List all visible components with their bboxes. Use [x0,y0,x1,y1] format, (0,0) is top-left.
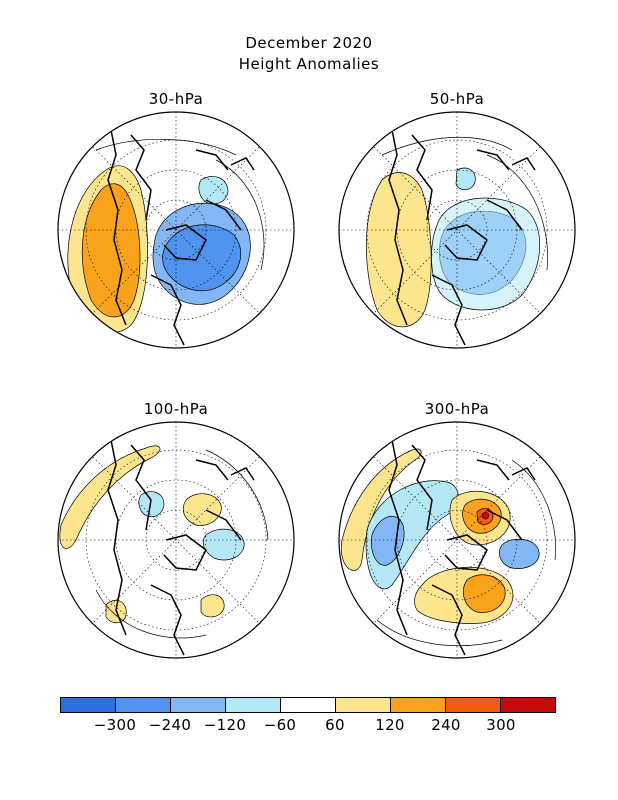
colorbar-segment [226,698,281,712]
panel-label-30hpa: 30-hPa [148,90,204,108]
negative-anomaly-region [202,528,245,561]
colorbar-tick-label: −300 [93,716,137,734]
colorbar-tick-label: −60 [263,716,297,734]
map-panel-50hpa: 50-hPa [337,90,577,362]
extreme-positive-anomaly-core [481,512,490,520]
colorbar-segment [446,698,501,712]
positive-anomaly-region [340,448,422,571]
positive-anomaly-region [366,172,432,328]
weak-negative-anomaly-region [431,197,541,311]
positive-anomaly-region [59,445,161,549]
colorbar-tick-label: 300 [486,716,516,734]
colorbar-segment [61,698,116,712]
polar-map-30hpa [57,111,295,349]
polar-map-300hpa [338,421,576,659]
chart-subtitle: Height Anomalies [238,55,380,73]
strong-negative-anomaly-region [162,224,242,291]
colorbar-segment [501,698,555,712]
polar-map-100hpa [57,421,295,659]
panel-label-100hpa: 100-hPa [143,400,209,418]
map-panel-30hpa: 30-hPa [56,90,296,362]
colorbar-segment [116,698,171,712]
weak-negative-anomaly-region [455,167,476,191]
negative-anomaly-region [138,491,165,518]
colorbar-tick-label: 240 [431,716,461,734]
colorbar-segment [281,698,336,712]
positive-anomaly-region [200,594,225,618]
strong-positive-anomaly-region [81,183,141,318]
colorbar-tick-label: 60 [325,716,345,734]
map-panel-100hpa: 100-hPa [56,400,296,672]
colorbar-segment [171,698,226,712]
colorbar-tick-label: −240 [148,716,192,734]
weak-negative-anomaly-region [198,176,229,205]
map-panel-300hpa: 300-hPa [337,400,577,672]
negative-anomaly-region [499,538,540,569]
positive-anomaly-region [182,493,222,526]
panel-label-300hpa: 300-hPa [424,400,490,418]
colorbar-tick-label: −120 [203,716,247,734]
chart-title: December 2020 [245,34,373,52]
polar-map-50hpa [338,111,576,349]
colorbar-tick-label: 120 [375,716,405,734]
colorbar-segment [391,698,446,712]
colorbar-legend [60,697,556,713]
colorbar-segment [336,698,391,712]
strong-positive-anomaly-region [463,574,506,613]
panel-label-50hpa: 50-hPa [429,90,485,108]
